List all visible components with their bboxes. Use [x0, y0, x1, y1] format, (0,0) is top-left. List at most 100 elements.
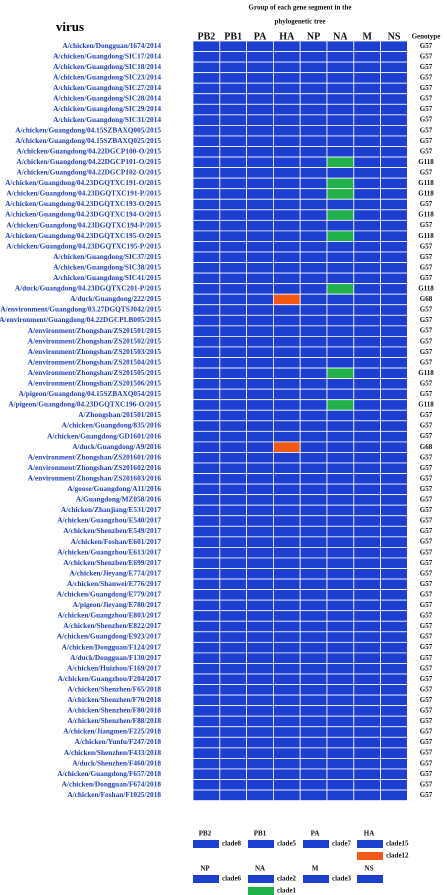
cell	[246, 388, 274, 401]
cell	[353, 525, 381, 538]
cell	[353, 599, 381, 612]
cell	[299, 209, 328, 221]
cell	[272, 198, 301, 211]
cell	[299, 652, 328, 664]
cell	[272, 515, 301, 527]
cell	[246, 399, 274, 411]
cell	[272, 715, 301, 728]
cell	[246, 230, 274, 242]
genotype: G57	[420, 63, 433, 71]
virus-name: A/chicken/Guangdong/04.23DGQTXC191-O/201…	[5, 178, 161, 187]
cell	[192, 715, 221, 728]
cell	[353, 156, 381, 169]
cell	[192, 620, 221, 633]
cell	[246, 768, 274, 780]
virus-name: A/chicken/Guangzhou/E613/2017	[57, 547, 161, 556]
cell	[219, 399, 248, 411]
cell	[192, 82, 221, 95]
cell	[299, 641, 328, 654]
virus-name: A/chicken/Guangdong/SIC31/2014	[53, 115, 161, 124]
genotype: G57	[420, 664, 433, 672]
cell	[219, 335, 248, 348]
cell	[353, 357, 381, 369]
genotype: G118	[418, 232, 434, 240]
cell	[192, 114, 221, 126]
cell	[272, 705, 301, 717]
cell	[380, 578, 408, 590]
cell	[272, 736, 301, 749]
cell	[380, 768, 408, 780]
cell	[353, 335, 381, 348]
cell	[299, 462, 328, 474]
genotype: G57	[420, 559, 433, 567]
cell	[299, 125, 328, 137]
cell	[299, 388, 328, 401]
virus-name: A/chicken/Foshan/F1025/2018	[67, 790, 161, 799]
cell	[380, 641, 408, 654]
cell	[299, 673, 328, 685]
genotype: G57	[420, 221, 433, 229]
cell	[299, 441, 328, 453]
cell	[299, 768, 328, 780]
virus-name: A/environment/Zhongshan/ZS201603/2016	[28, 473, 162, 482]
cell	[246, 272, 274, 285]
cell	[219, 726, 248, 738]
cell	[353, 209, 381, 221]
cell	[326, 409, 355, 422]
cell	[326, 536, 355, 548]
cell	[326, 631, 355, 643]
cell	[272, 93, 301, 105]
cell	[272, 188, 301, 200]
cell	[353, 103, 381, 116]
cell	[246, 589, 274, 601]
virus-name: A/environment/Zhongshan/ZS201502/2015	[28, 336, 162, 345]
cell	[326, 420, 355, 432]
cell	[326, 726, 355, 738]
cell	[353, 705, 381, 717]
cell	[326, 578, 355, 590]
genotype: G57	[420, 263, 433, 271]
cell	[246, 420, 274, 432]
cell	[246, 736, 274, 749]
cell	[380, 673, 408, 685]
cell	[192, 388, 221, 401]
cell	[299, 262, 328, 274]
cell	[272, 357, 301, 369]
genotype: G68	[420, 295, 433, 303]
cell	[353, 641, 381, 654]
cell	[299, 589, 328, 601]
cell	[272, 758, 301, 770]
virus-name: A/environment/Zhongshan/ZS201505/2015	[28, 368, 162, 377]
virus-name: A/chicken/Guangdong/04.23DGQTXC191-P/201…	[6, 189, 161, 198]
virus-name: A/chicken/Guangdong/E779/2017	[57, 590, 162, 599]
cell	[272, 283, 301, 295]
cell	[353, 114, 381, 126]
cell	[246, 188, 274, 200]
genotype: G57	[420, 253, 433, 261]
cell	[219, 473, 248, 485]
cell	[353, 673, 381, 685]
cell	[192, 241, 221, 253]
cell	[246, 452, 274, 464]
cell	[326, 283, 355, 295]
cell	[192, 557, 221, 569]
genotype: G57	[420, 147, 433, 155]
cell	[353, 40, 381, 52]
cell	[353, 483, 381, 496]
cell	[299, 335, 328, 348]
genotype: G57	[420, 580, 433, 588]
cell	[299, 367, 328, 379]
cell	[326, 557, 355, 569]
virus-name: A/chicken/Guangdong/SIC17/2014	[53, 51, 161, 60]
genotype: G57	[420, 622, 433, 630]
cell	[219, 262, 248, 274]
cell	[192, 525, 221, 538]
cell	[192, 768, 221, 780]
cell	[299, 620, 328, 633]
cell	[353, 452, 381, 464]
cell	[219, 93, 248, 105]
cell	[272, 82, 301, 95]
cell	[219, 125, 248, 137]
cell	[353, 715, 381, 728]
cell	[299, 736, 328, 749]
